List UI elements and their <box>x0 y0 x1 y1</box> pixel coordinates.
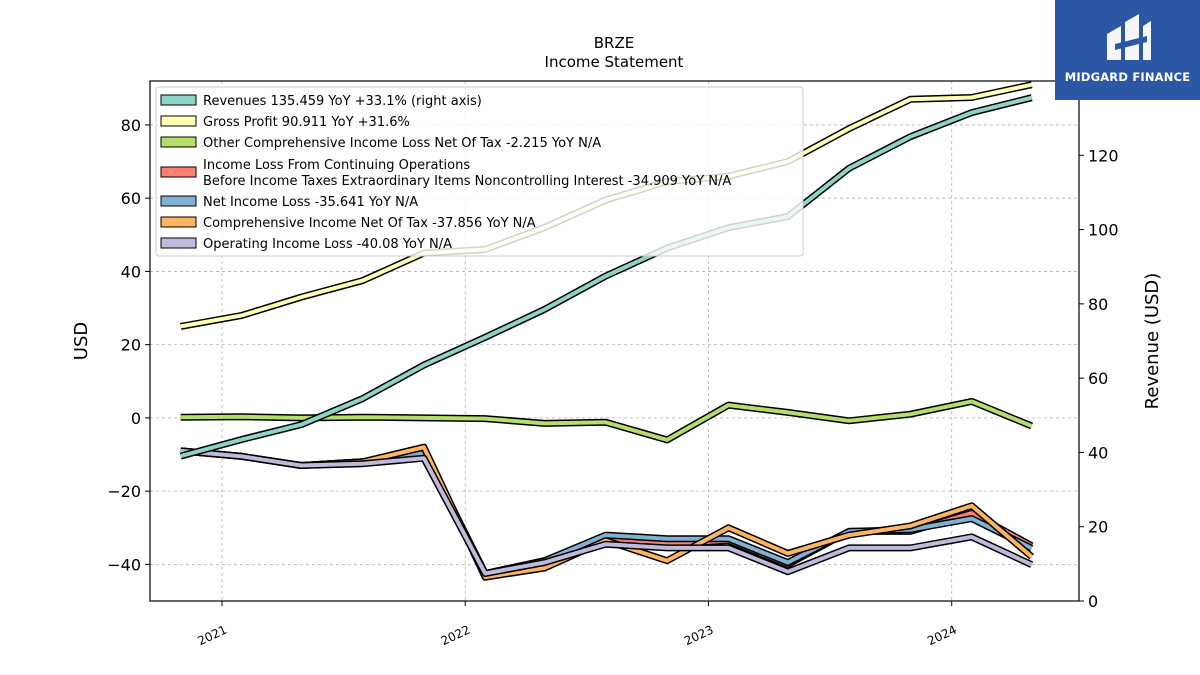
x-tick-label: 2023 <box>682 623 716 649</box>
legend-swatch <box>160 195 197 207</box>
y-tick-label: −40 <box>107 555 141 574</box>
legend-label: Net Income Loss -35.641 YoY N/A <box>203 195 418 210</box>
legend-swatch <box>160 94 197 106</box>
legend-swatch <box>160 136 197 148</box>
y-right-tick-label: 40 <box>1088 443 1108 462</box>
x-tick-label: 2024 <box>925 623 959 649</box>
series-lines <box>179 81 1034 581</box>
series-outline <box>180 447 1034 577</box>
series-operating-income-loss <box>180 447 1034 577</box>
series-outline <box>180 447 1034 577</box>
y-right-tick-label: 20 <box>1088 518 1108 537</box>
legend-label: Income Loss From Continuing Operations <box>203 158 470 173</box>
chart-subtitle: Income Statement <box>545 53 684 71</box>
x-tick-label: 2022 <box>439 623 473 649</box>
x-tick-label: 2021 <box>195 623 229 649</box>
y-right-tick-label: 80 <box>1088 295 1108 314</box>
logo-mark-icon <box>1107 14 1151 60</box>
brand-logo: MIDGARD FINANCE <box>1055 0 1200 100</box>
chart-title: BRZE <box>594 34 634 52</box>
brand-name: MIDGARD FINANCE <box>1064 70 1191 84</box>
legend-label: Before Income Taxes Extraordinary Items … <box>203 174 731 189</box>
series-revenues <box>179 94 1033 460</box>
y-axis-right-label: Revenue (USD) <box>1142 273 1163 410</box>
legend-label: Revenues 135.459 YoY +33.1% (right axis) <box>203 94 482 109</box>
legend-swatch <box>160 216 197 228</box>
legend-label: Other Comprehensive Income Loss Net Of T… <box>203 136 601 151</box>
legend-box <box>155 86 804 257</box>
legend-swatch <box>160 115 197 127</box>
series-line <box>180 448 1033 576</box>
legend-label: Operating Income Loss -40.08 YoY N/A <box>203 237 452 252</box>
plot-frame <box>149 80 1080 602</box>
y-tick-label: −20 <box>107 482 141 501</box>
y-tick-label: 80 <box>121 116 141 135</box>
y-right-tick-label: 60 <box>1088 369 1108 388</box>
y-tick-label: 60 <box>121 189 141 208</box>
y-tick-label: 40 <box>121 262 141 281</box>
legend-label: Gross Profit 90.911 YoY +31.6% <box>203 115 410 130</box>
series-income-loss-from-continuing-operations-before-in <box>180 447 1034 577</box>
y-right-tick-label: 0 <box>1088 592 1098 611</box>
legend-swatch <box>160 166 197 178</box>
series-outline <box>180 447 1034 577</box>
y-axis-label: USD <box>71 322 92 360</box>
y-tick-label: 0 <box>131 409 141 428</box>
y-right-tick-label: 120 <box>1088 146 1119 165</box>
legend-swatch <box>160 237 197 249</box>
legend: Revenues 135.459 YoY +33.1% (right axis)… <box>155 86 804 257</box>
series-line <box>180 448 1033 576</box>
series-line <box>180 448 1033 576</box>
series-net-income-loss <box>180 447 1034 577</box>
legend-label: Comprehensive Income Net Of Tax -37.856 … <box>203 216 536 231</box>
y-right-tick-label: 100 <box>1088 221 1119 240</box>
y-tick-label: 20 <box>121 336 141 355</box>
series-line <box>180 95 1033 459</box>
